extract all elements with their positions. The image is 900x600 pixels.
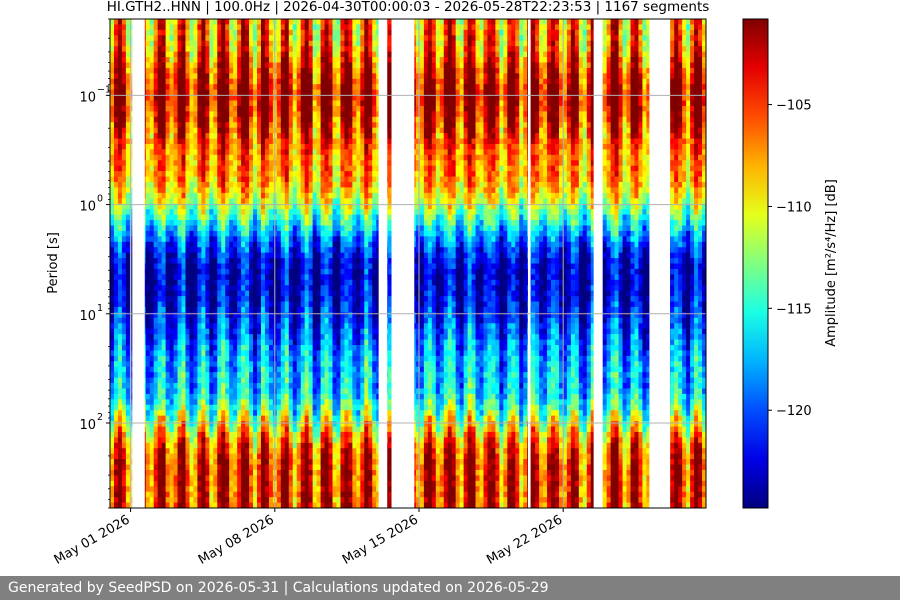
y-tick-exponent: 0 bbox=[97, 194, 103, 205]
colorbar bbox=[742, 18, 769, 509]
data-gap bbox=[378, 19, 388, 508]
x-tick-label: May 08 2026 bbox=[196, 512, 277, 567]
data-gaps bbox=[129, 19, 671, 508]
colorbar-tick-label: −110 bbox=[776, 200, 812, 215]
data-gap bbox=[132, 19, 145, 508]
y-tick-label: 10 bbox=[79, 418, 96, 433]
colorbar-tick-label: −115 bbox=[776, 302, 812, 317]
y-axis-label: Period [s] bbox=[46, 232, 61, 294]
x-tick-label: May 15 2026 bbox=[340, 512, 421, 567]
y-tick-label: 10 bbox=[79, 90, 96, 105]
x-tick-label: May 22 2026 bbox=[484, 512, 565, 567]
spectrogram-heatmap bbox=[110, 19, 706, 508]
y-tick-label: 10 bbox=[79, 200, 96, 215]
colorbar-tick-label: −120 bbox=[776, 404, 812, 419]
x-axis: May 01 2026 May 08 2026 May 15 2026 May 22 … bbox=[52, 508, 565, 568]
chart-title: HI.GTH2..HNN | 100.0Hz | 2026-04-30T00:0… bbox=[107, 0, 710, 15]
data-gap bbox=[391, 19, 415, 508]
grid-lines bbox=[110, 19, 706, 508]
x-tick-label: May 01 2026 bbox=[52, 512, 133, 567]
y-tick-exponent: 2 bbox=[97, 412, 103, 423]
colorbar-label: Amplitude [m²/s⁴/Hz] [dB] bbox=[824, 179, 839, 347]
data-gap bbox=[527, 19, 531, 508]
y-tick-exponent: 1 bbox=[97, 303, 103, 314]
colorbar-ticks: −105 −110 −115 −120 bbox=[768, 99, 812, 419]
y-tick-label: 10 bbox=[79, 309, 96, 324]
footer-banner: Generated by SeedPSD on 2026-05-31 | Cal… bbox=[0, 576, 900, 600]
y-tick-exponent: −1 bbox=[97, 84, 111, 95]
data-gap bbox=[649, 19, 671, 508]
colorbar-tick-label: −105 bbox=[776, 99, 812, 114]
data-gap bbox=[593, 19, 603, 508]
plot-frame bbox=[109, 18, 707, 509]
